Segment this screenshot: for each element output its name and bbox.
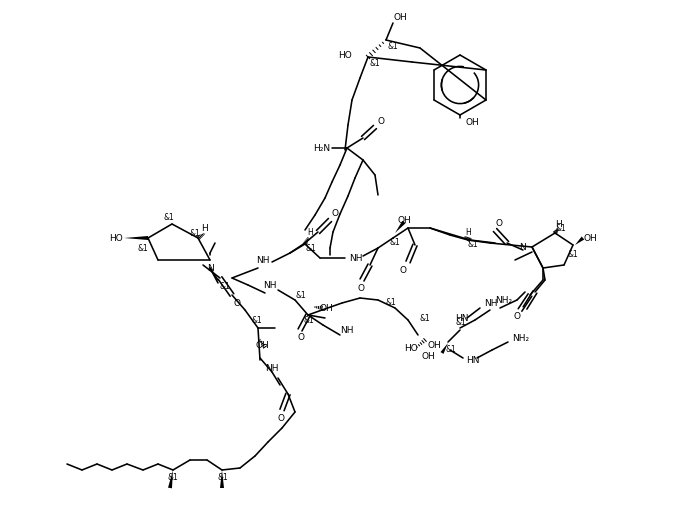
Text: H: H	[465, 227, 471, 237]
Text: OH: OH	[256, 340, 270, 350]
Text: &1: &1	[369, 58, 379, 67]
Text: N: N	[207, 264, 214, 272]
Text: O: O	[378, 117, 385, 126]
Text: NH: NH	[263, 281, 277, 290]
Text: OH: OH	[394, 12, 408, 21]
Text: O: O	[358, 284, 365, 292]
Text: O: O	[514, 312, 521, 320]
Text: NH₂: NH₂	[495, 295, 512, 305]
Text: HO: HO	[404, 343, 418, 353]
Text: O: O	[400, 266, 407, 274]
Text: &1: &1	[252, 315, 262, 324]
Text: &1: &1	[387, 41, 398, 51]
Text: NH: NH	[484, 298, 498, 308]
Polygon shape	[395, 221, 405, 233]
Text: &1: &1	[218, 473, 228, 481]
Text: &1: &1	[168, 473, 179, 481]
Text: OH: OH	[421, 352, 435, 360]
Text: H₂N: H₂N	[313, 144, 330, 152]
Text: NH: NH	[265, 363, 279, 373]
Text: H: H	[555, 220, 562, 228]
Text: &1: &1	[304, 315, 315, 324]
Text: &1: &1	[137, 244, 148, 252]
Text: &1: &1	[556, 223, 566, 233]
Text: O: O	[332, 208, 339, 218]
Text: NH: NH	[256, 256, 269, 265]
Text: OH: OH	[465, 118, 479, 127]
Text: &1: &1	[468, 240, 479, 248]
Text: H: H	[201, 223, 207, 233]
Polygon shape	[168, 470, 173, 489]
Text: HO: HO	[338, 51, 352, 59]
Text: NH: NH	[340, 326, 354, 335]
Text: OH: OH	[398, 216, 412, 224]
Text: H: H	[307, 227, 313, 237]
Text: &1: &1	[190, 228, 201, 238]
Text: &1: &1	[306, 244, 317, 252]
Text: O: O	[297, 333, 304, 341]
Text: HN: HN	[455, 314, 469, 322]
Text: HN: HN	[466, 356, 479, 364]
Text: OH: OH	[320, 304, 334, 313]
Text: &1: &1	[163, 213, 174, 221]
Text: OH: OH	[428, 340, 442, 350]
Polygon shape	[124, 236, 148, 240]
Polygon shape	[575, 237, 584, 245]
Text: HO: HO	[109, 234, 123, 243]
Text: O: O	[495, 219, 502, 227]
Text: &1: &1	[390, 238, 401, 246]
Text: &1: &1	[456, 317, 466, 327]
Text: O: O	[278, 413, 285, 423]
Text: NH₂: NH₂	[512, 334, 529, 342]
Text: &1: &1	[385, 297, 396, 307]
Text: O: O	[233, 298, 240, 308]
Text: OH: OH	[583, 234, 597, 243]
Text: &1: &1	[568, 249, 579, 259]
Polygon shape	[220, 470, 224, 488]
Text: &1: &1	[420, 314, 430, 322]
Text: N: N	[520, 243, 526, 251]
Polygon shape	[441, 343, 448, 354]
Text: &1: &1	[445, 344, 456, 354]
Text: &1: &1	[220, 282, 231, 290]
Text: &1: &1	[295, 290, 306, 299]
Text: NH: NH	[349, 253, 362, 263]
